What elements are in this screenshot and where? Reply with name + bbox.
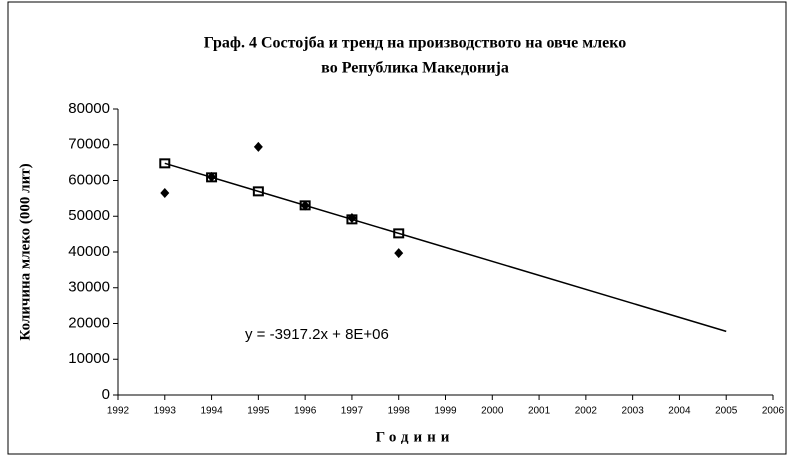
data-point (160, 188, 170, 199)
x-tick-label: 2001 (528, 406, 551, 417)
x-tick-label: 1996 (294, 406, 317, 417)
y-tick-label: 70000 (68, 136, 110, 153)
trend-point (299, 200, 311, 211)
y-tick-label: 20000 (68, 314, 110, 331)
chart-title: Граф. 4 Состојба и тренд на производство… (204, 35, 626, 52)
x-tick-label: 2006 (762, 406, 785, 417)
y-tick-label: 10000 (68, 350, 110, 367)
x-tick-label: 2005 (715, 406, 738, 417)
x-tick-label: 1992 (107, 406, 130, 417)
y-axis-label: Количина млеко (000 лит) (17, 163, 33, 340)
y-tick-label: 50000 (68, 207, 110, 224)
y-tick-label: 0 (102, 386, 110, 403)
data-point (253, 141, 263, 152)
data-point (394, 248, 404, 259)
x-tick-label: 1995 (247, 406, 270, 417)
trend-point (393, 228, 405, 239)
x-tick-label: 1993 (154, 406, 177, 417)
y-tick-label: 60000 (68, 171, 110, 188)
x-tick-label: 2003 (622, 406, 645, 417)
x-tick-label: 1997 (341, 406, 364, 417)
x-tick-label: 2002 (575, 406, 598, 417)
x-tick-label: 1999 (434, 406, 457, 417)
x-tick-label: 2000 (481, 406, 504, 417)
y-tick-label: 30000 (68, 279, 110, 296)
x-tick-label: 1998 (388, 406, 411, 417)
trend-point (206, 172, 218, 183)
chart-title: во Република Македонија (321, 60, 509, 77)
trend-point (346, 214, 358, 225)
x-tick-label: 1994 (200, 406, 223, 417)
x-axis-label: Години (376, 429, 455, 445)
trend-line (164, 162, 727, 333)
chart-frame (7, 1, 787, 455)
x-tick-label: 2004 (668, 406, 691, 417)
annotation: y = -3917.2x + 8E+06 (245, 326, 389, 343)
trend-point (159, 158, 171, 169)
y-tick-label: 80000 (68, 100, 110, 117)
y-tick-label: 40000 (68, 243, 110, 260)
trend-point (252, 186, 264, 197)
